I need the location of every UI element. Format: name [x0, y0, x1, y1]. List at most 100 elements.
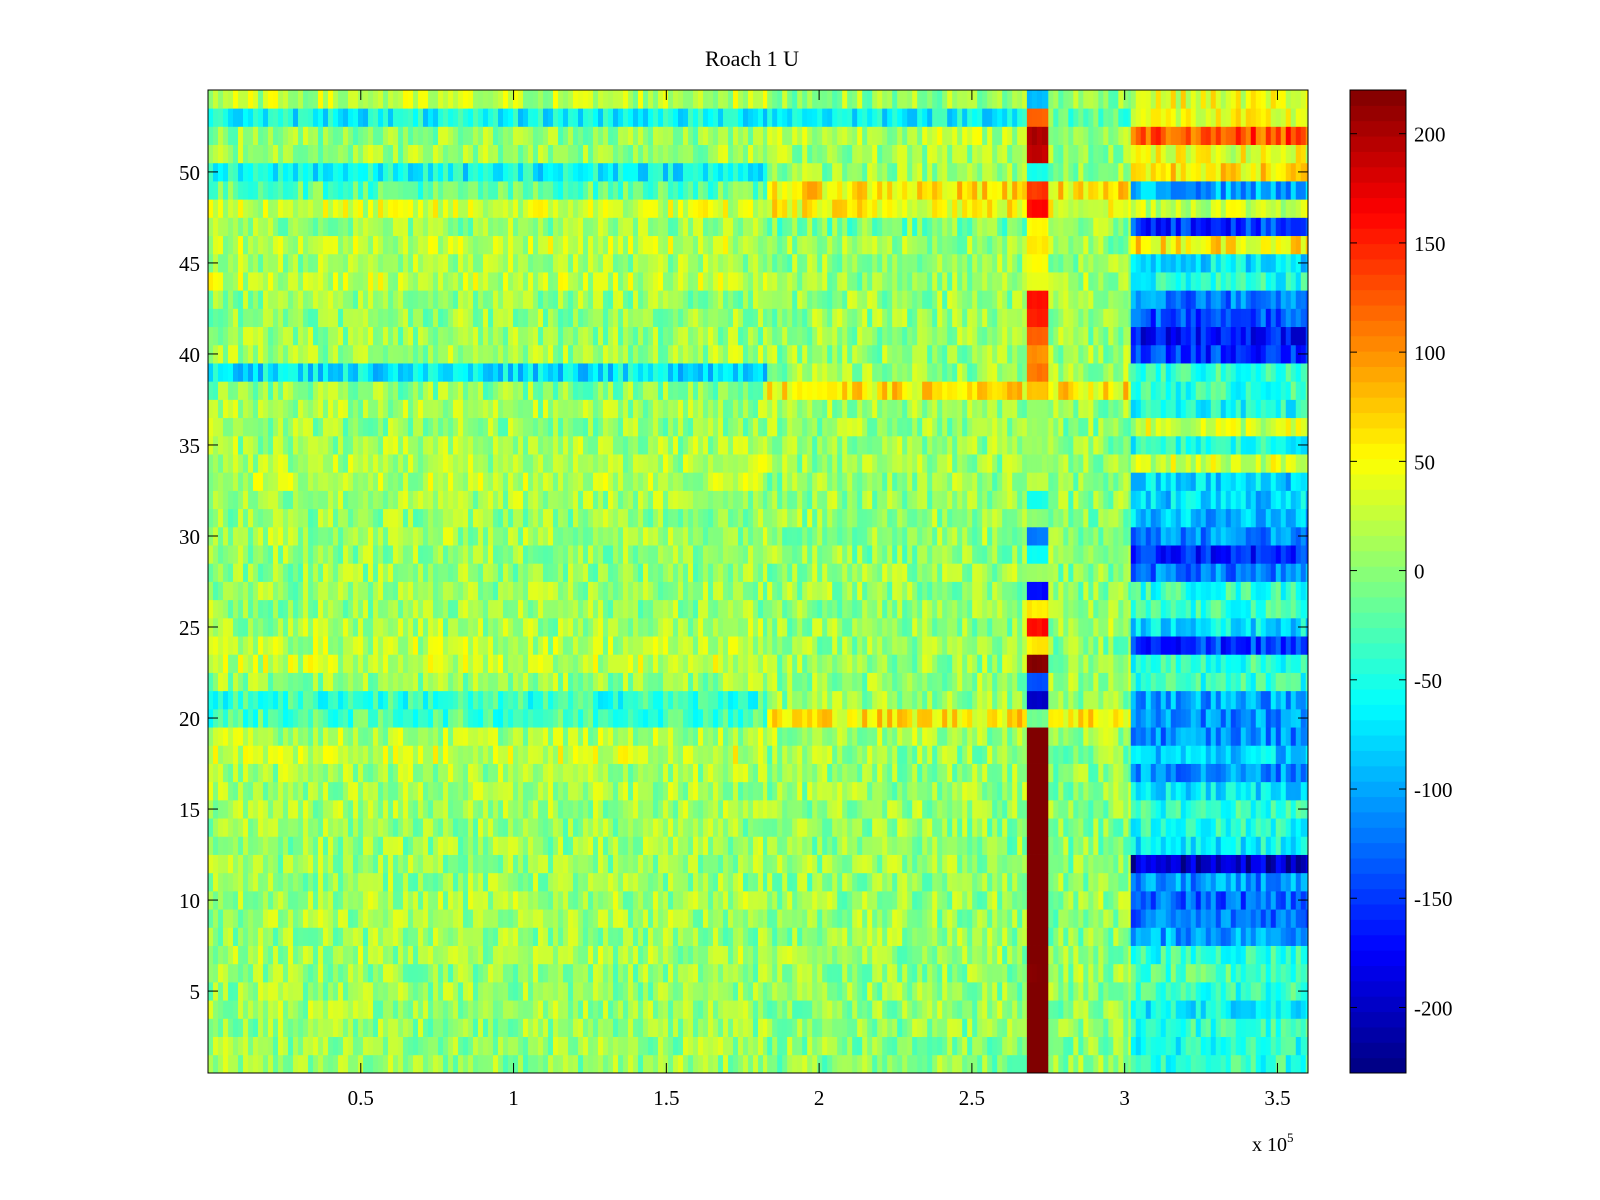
heatmap-cell — [1155, 818, 1162, 837]
heatmap-cell — [383, 1036, 389, 1056]
heatmap-cell — [243, 654, 249, 673]
heatmap-cell — [678, 1036, 684, 1056]
heatmap-cell — [1068, 1018, 1074, 1037]
heatmap-cell — [782, 672, 788, 692]
heatmap-cell — [718, 872, 724, 892]
heatmap-cell — [1190, 781, 1197, 801]
heatmap-cell — [628, 945, 634, 965]
heatmap-cell — [877, 763, 883, 783]
heatmap-cell — [523, 763, 529, 783]
heatmap-cell — [328, 727, 334, 746]
heatmap-cell — [952, 690, 958, 710]
heatmap-cell — [787, 981, 793, 1001]
heatmap-cell — [498, 763, 504, 783]
heatmap-cell — [708, 1036, 714, 1056]
heatmap-cell — [513, 727, 519, 746]
heatmap-cell — [1007, 854, 1013, 874]
heatmap-cell — [1210, 818, 1217, 837]
heatmap-cell — [618, 708, 624, 728]
heatmap-cell — [753, 818, 759, 837]
heatmap-cell — [1012, 672, 1018, 692]
heatmap-cell — [578, 708, 584, 728]
heatmap-cell — [917, 854, 923, 874]
heatmap-cell — [1155, 981, 1162, 1001]
heatmap-cell — [528, 854, 534, 874]
heatmap-cell — [1170, 1054, 1177, 1074]
heatmap-cell — [423, 818, 429, 837]
heatmap-cell — [1078, 909, 1084, 928]
heatmap-cell — [413, 909, 419, 928]
heatmap-cell — [603, 708, 609, 728]
heatmap-cell — [1123, 1018, 1129, 1037]
heatmap-cell — [1290, 836, 1297, 855]
heatmap-cell — [767, 1000, 773, 1019]
heatmap-cell — [867, 1018, 873, 1037]
heatmap-cell — [683, 1000, 689, 1019]
heatmap-cell — [253, 963, 259, 983]
heatmap-cell — [318, 763, 324, 783]
heatmap-cell — [1155, 872, 1162, 892]
heatmap-cell — [338, 654, 344, 673]
heatmap-cell — [538, 1054, 544, 1074]
heatmap-cell — [1220, 963, 1227, 983]
heatmap-cell — [293, 945, 299, 965]
heatmap-cell — [957, 890, 963, 910]
heatmap-cell — [897, 781, 903, 801]
heatmap-cell — [1041, 872, 1048, 892]
heatmap-cell — [318, 945, 324, 965]
heatmap-cell — [428, 909, 434, 928]
heatmap-cell — [862, 927, 868, 946]
heatmap-cell — [897, 1018, 903, 1037]
heatmap-cell — [887, 981, 893, 1001]
heatmap-cell — [678, 1054, 684, 1074]
heatmap-cell — [688, 763, 694, 783]
heatmap-cell — [1068, 981, 1074, 1001]
heatmap-cell — [278, 745, 284, 764]
heatmap-cell — [688, 1000, 694, 1019]
heatmap-cell — [628, 672, 634, 692]
heatmap-cell — [1113, 1054, 1119, 1074]
heatmap-cell — [1053, 745, 1059, 764]
heatmap-cell — [613, 836, 619, 855]
heatmap-cell — [1063, 708, 1069, 728]
heatmap-cell — [1041, 836, 1048, 855]
heatmap-cell — [1012, 690, 1018, 710]
heatmap-cell — [1275, 1018, 1282, 1037]
heatmap-cell — [418, 872, 424, 892]
heatmap-cell — [772, 799, 778, 819]
heatmap-cell — [488, 1000, 494, 1019]
heatmap-cell — [882, 690, 888, 710]
heatmap-cell — [608, 1054, 614, 1074]
heatmap-cell — [233, 1018, 239, 1037]
heatmap-cell — [1088, 909, 1094, 928]
heatmap-cell — [493, 708, 499, 728]
heatmap-cell — [473, 654, 479, 673]
heatmap-cell — [638, 781, 644, 801]
heatmap-cell — [513, 799, 519, 819]
heatmap-cell — [1250, 890, 1257, 910]
heatmap-cell — [1290, 727, 1297, 746]
heatmap-cell — [603, 799, 609, 819]
heatmap-cell — [488, 1018, 494, 1037]
heatmap-cell — [912, 708, 918, 728]
heatmap-cell — [1240, 872, 1247, 892]
heatmap-cell — [942, 818, 948, 837]
heatmap-cell — [748, 781, 754, 801]
heatmap-cell — [1073, 909, 1079, 928]
heatmap-cell — [278, 1018, 284, 1037]
heatmap-cell — [288, 945, 294, 965]
heatmap-cell — [273, 799, 279, 819]
heatmap-cell — [1118, 708, 1124, 728]
heatmap-cell — [233, 763, 239, 783]
heatmap-cell — [668, 745, 674, 764]
heatmap-cell — [952, 872, 958, 892]
heatmap-cell — [1026, 708, 1033, 728]
heatmap-cell — [723, 690, 729, 710]
heatmap-cell — [1220, 945, 1227, 965]
heatmap-cell — [358, 872, 364, 892]
heatmap-cell — [1007, 981, 1013, 1001]
heatmap-cell — [1053, 799, 1059, 819]
heatmap-cell — [872, 690, 878, 710]
heatmap-cell — [917, 1054, 923, 1074]
heatmap-cell — [228, 927, 234, 946]
